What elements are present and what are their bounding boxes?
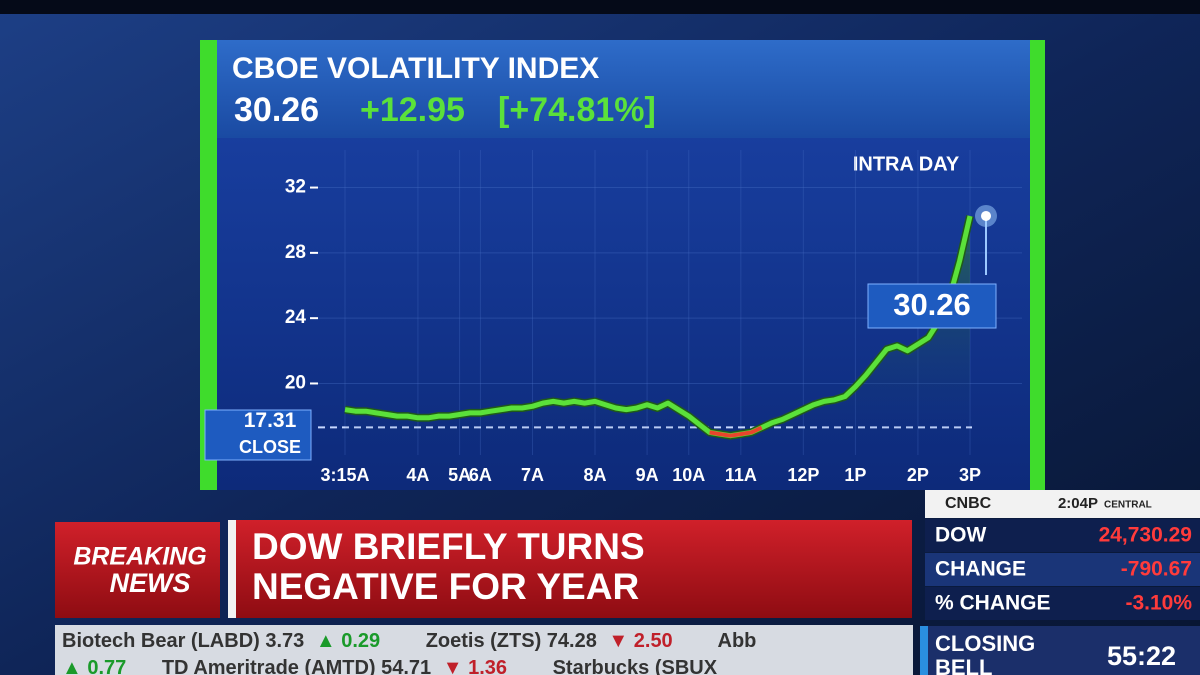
area (345, 216, 970, 455)
x-tick-label: 9A (636, 465, 659, 485)
market-header (925, 490, 1200, 518)
ticker-row: ▲ 0.77 TD Ameritrade (AMTD) 54.71 ▼ 1.36… (62, 657, 718, 675)
last-data-label: 30.26 (893, 287, 971, 322)
x-tick-label: 10A (672, 465, 705, 485)
x-tick-label: 11A (725, 465, 757, 485)
x-tick-label: 4A (406, 465, 429, 485)
ticker-row: Biotech Bear (LABD) 3.73 ▲ 0.29 Zoetis (… (62, 630, 756, 652)
y-tick-label: 20 (285, 372, 306, 393)
x-tick-label: 3:15A (320, 465, 369, 485)
ticker-bar (55, 625, 913, 675)
ticker-item: Abb (718, 630, 757, 652)
last-point (981, 210, 991, 221)
market-value: -790.67 (1121, 558, 1192, 581)
headline-line: DOW BRIEFLY TURNS (252, 526, 645, 567)
network-logo: CNBC (945, 495, 992, 512)
y-tick-label: 24 (285, 307, 307, 328)
bezel (0, 0, 1200, 14)
market-row (925, 519, 1200, 552)
market-rows: DOW 24,730.29 CHANGE -790.67 % CHANGE -3.10% (925, 519, 1200, 620)
closing-bell-edge (920, 626, 928, 675)
ticker-item: ▲ 0.29 (316, 630, 380, 652)
closing-bell-box (920, 626, 1200, 675)
clock-time: 2:04P (1058, 495, 1098, 512)
ticker-item: Zoetis (ZTS) 74.28 (426, 630, 597, 652)
bell-label: BELL (935, 655, 992, 675)
line (344, 215, 973, 439)
market-label: DOW (935, 524, 987, 547)
market-label: % CHANGE (935, 592, 1051, 615)
close-value: 17.31 (244, 409, 297, 432)
breaking-box (55, 522, 220, 618)
close-box (204, 409, 312, 461)
last-box (867, 283, 997, 329)
last-value: 30.26 (234, 91, 319, 129)
x-tick-label: 6A (469, 465, 492, 485)
market-row (925, 553, 1200, 586)
panel-header (217, 40, 1030, 138)
market-label: CHANGE (935, 558, 1026, 581)
index-title: CBOE VOLATILITY INDEX (232, 52, 599, 85)
breaking-label: BREAKING (73, 543, 206, 571)
chart-annotation: INTRA DAY (853, 153, 960, 175)
x-tick-label: 12P (787, 465, 819, 485)
x-tick-label: 2P (907, 465, 929, 485)
market-value: -3.10% (1125, 592, 1192, 615)
countdown: 55:22 (1107, 641, 1176, 671)
market-value: 24,730.29 (1099, 524, 1192, 547)
ticker-item: ▼ 2.50 (608, 630, 672, 652)
x-tick-label: 7A (521, 465, 544, 485)
x-tick-label: 5A (448, 465, 471, 485)
net-change: +12.95 (360, 91, 465, 129)
x-tick-label: 8A (583, 465, 606, 485)
ticker-item: Biotech Bear (LABD) 3.73 (62, 630, 304, 652)
line-below-close (709, 425, 763, 438)
headline-box (228, 520, 912, 618)
panel-edge (1030, 40, 1045, 490)
x-tick-label: 3P (959, 465, 981, 485)
panel-edge (200, 40, 217, 490)
ticker-item: ▲ 0.77 (62, 657, 126, 675)
ticker-item: Starbucks (SBUX (553, 657, 718, 675)
x-tick-label: 1P (844, 465, 866, 485)
time-zone: CENTRAL (1104, 500, 1152, 511)
y-tick-label: 32 (285, 177, 306, 198)
ticker-item: TD Ameritrade (AMTD) 54.71 (162, 657, 431, 675)
percent-change: [+74.81%] (498, 91, 656, 129)
y-tick-label: 28 (285, 242, 306, 263)
closing-label: CLOSING (935, 631, 1035, 656)
market-row (925, 587, 1200, 620)
headline-line: NEGATIVE FOR YEAR (252, 566, 639, 607)
headline-edge (228, 520, 236, 618)
ticker-item: ▼ 1.36 (443, 657, 507, 675)
close-label: CLOSE (239, 437, 301, 457)
news-label: NEWS (110, 568, 191, 598)
